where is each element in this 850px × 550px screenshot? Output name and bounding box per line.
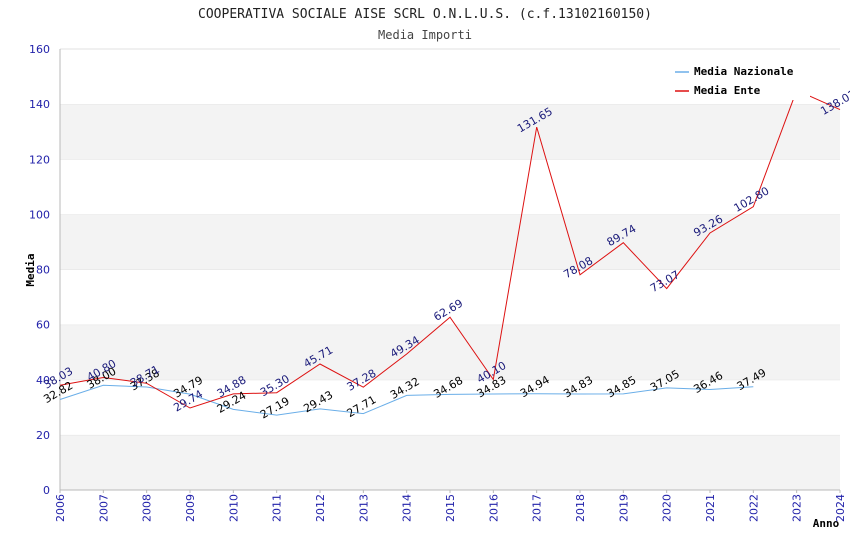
x-tick-label: 2020 (661, 494, 674, 522)
x-tick-label: 2018 (574, 494, 587, 522)
y-tick-label: 140 (29, 98, 50, 111)
series-line-nazionale (59, 384, 754, 416)
grid-band (60, 379, 840, 435)
legend-box (669, 60, 810, 100)
x-tick-label: 2016 (487, 494, 500, 522)
x-axis-label: Anno (813, 517, 840, 530)
y-tick-label: 40 (36, 374, 50, 387)
grid-band (60, 324, 840, 380)
x-tick-label: 2017 (531, 494, 544, 522)
legend-label-ente: Media Ente (694, 84, 761, 97)
axes (59, 49, 840, 491)
x-tick-label: 2024 (834, 494, 847, 522)
grid-band (60, 434, 840, 490)
grid-band (60, 159, 840, 215)
y-tick-label: 0 (43, 484, 50, 497)
x-tick-label: 2010 (227, 494, 240, 522)
legend-label-nazionale: Media Nazionale (694, 65, 794, 78)
y-tick-label: 60 (36, 319, 50, 332)
x-tick-label: 2012 (314, 494, 327, 522)
y-tick-label: 20 (36, 429, 50, 442)
grid-bands (60, 48, 840, 490)
y-tick-label: 100 (29, 208, 50, 221)
y-tick-label: 80 (36, 264, 50, 277)
grid-band (60, 214, 840, 270)
x-tick-label: 2014 (401, 494, 414, 522)
grid-band (60, 269, 840, 325)
x-tick-label: 2015 (444, 494, 457, 522)
y-tick-label: 120 (29, 153, 50, 166)
x-tick-label: 2021 (704, 494, 717, 522)
x-tick-label: 2022 (747, 494, 760, 522)
grid-band (60, 104, 840, 160)
x-tick-label: 2013 (357, 494, 370, 522)
y-axis-label: Media (24, 253, 37, 286)
series-lines (59, 89, 841, 416)
legend: Media Nazionale Media Ente (669, 60, 810, 100)
chart-title: COOPERATIVA SOCIALE AISE SCRL O.N.L.U.S.… (198, 7, 652, 22)
x-tick-label: 2019 (617, 494, 630, 522)
x-tick-label: 2007 (97, 494, 110, 522)
x-axis-ticks: 2006 2007 2008 2009 2010 2011 2012 2013 2014 2015… (54, 490, 847, 522)
series-line-ente (59, 89, 841, 409)
chart-subtitle: Media Importi (378, 28, 472, 42)
x-tick-label: 2008 (141, 494, 154, 522)
x-tick-label: 2011 (271, 494, 284, 522)
y-tick-label: 160 (29, 43, 50, 56)
x-tick-label: 2006 (54, 494, 67, 522)
x-tick-label: 2023 (791, 494, 804, 522)
y-axis-ticks: 0 20 40 60 80 100 120 140 160 (29, 43, 50, 497)
x-tick-label: 2009 (184, 494, 197, 522)
